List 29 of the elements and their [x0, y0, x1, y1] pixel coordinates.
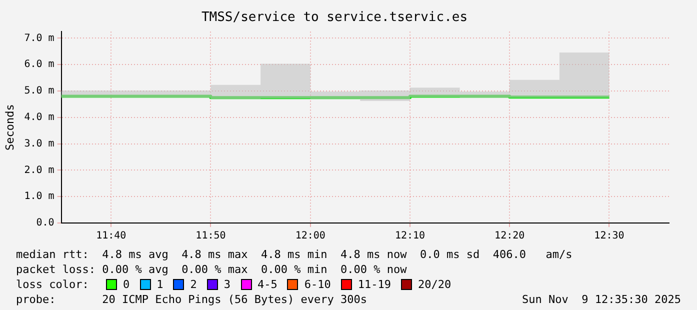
text: 4-5: [258, 277, 278, 292]
y-tick-label: 0.0: [36, 218, 54, 229]
text: 0: [123, 277, 130, 292]
x-tick-label: 12:00: [295, 230, 326, 242]
x-tick-label: 12:10: [394, 230, 426, 242]
y-tick-label: 3.0 m: [24, 138, 54, 150]
text: 20/20: [418, 277, 452, 292]
chart-title: TMSS/service to service.tservic.es: [201, 10, 468, 26]
x-tick-label: 12:20: [494, 230, 525, 242]
y-tick-label: 6.0 m: [24, 59, 54, 70]
y-tick-label: 7.0 m: [24, 32, 54, 44]
text: median rtt: 4.8 ms avg 4.8 ms max 4.8 ms min 4.8 ms now 0.0 ms sd 406.0 am/s: [16, 247, 574, 262]
text: 11-19: [358, 277, 391, 292]
y-tick-label: 2.0 m: [24, 164, 54, 176]
text: probe: 20 ICMP Echo Pings (56 Bytes) every 300s: [16, 292, 367, 307]
text: 1: [156, 277, 164, 292]
text: packet loss: 0.00 % avg 0.00 % max 0.00 % min 0.00 % now: [16, 262, 408, 277]
x-tick-label: 11:40: [96, 230, 126, 242]
text: 2: [190, 277, 197, 292]
y-axis-title: Seconds: [3, 104, 16, 150]
text: Sun Nov 9 12:35:30 2025: [522, 292, 681, 307]
text: loss color:: [16, 277, 90, 292]
x-tick-label: 11:50: [196, 230, 226, 242]
y-tick-label: 4.0 m: [24, 112, 54, 123]
y-tick-label: 5.0 m: [24, 86, 54, 97]
x-tick-label: 12:30: [594, 230, 624, 242]
y-tick-label: 1.0 m: [24, 191, 54, 202]
text: 3: [224, 277, 230, 292]
text: 6-10: [304, 277, 331, 292]
